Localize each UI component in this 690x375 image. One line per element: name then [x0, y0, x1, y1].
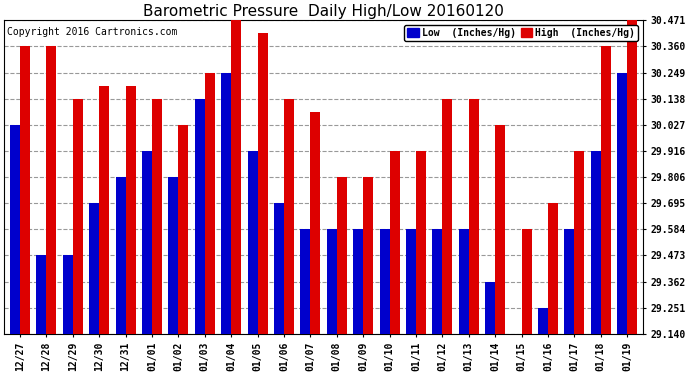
Bar: [63, 255, 73, 334]
Bar: [522, 229, 531, 334]
Bar: [469, 99, 479, 334]
Bar: [73, 99, 83, 334]
Bar: [221, 73, 231, 334]
Bar: [10, 125, 20, 334]
Bar: [89, 203, 99, 334]
Bar: [168, 177, 179, 334]
Bar: [20, 46, 30, 334]
Bar: [363, 177, 373, 334]
Title: Barometric Pressure  Daily High/Low 20160120: Barometric Pressure Daily High/Low 20160…: [143, 4, 504, 19]
Bar: [574, 151, 584, 334]
Bar: [37, 255, 46, 334]
Bar: [406, 229, 416, 334]
Bar: [617, 73, 627, 334]
Bar: [485, 282, 495, 334]
Bar: [327, 229, 337, 334]
Bar: [459, 229, 469, 334]
Bar: [591, 151, 601, 334]
Bar: [337, 177, 347, 334]
Text: Copyright 2016 Cartronics.com: Copyright 2016 Cartronics.com: [8, 27, 178, 37]
Bar: [231, 20, 241, 334]
Bar: [548, 203, 558, 334]
Bar: [300, 229, 310, 334]
Bar: [627, 20, 637, 334]
Bar: [390, 151, 400, 334]
Bar: [442, 99, 453, 334]
Bar: [433, 229, 442, 334]
Bar: [416, 151, 426, 334]
Bar: [564, 229, 574, 334]
Bar: [142, 151, 152, 334]
Bar: [495, 125, 505, 334]
Bar: [248, 151, 257, 334]
Bar: [46, 46, 57, 334]
Bar: [126, 86, 136, 334]
Bar: [195, 99, 205, 334]
Bar: [115, 177, 126, 334]
Bar: [179, 125, 188, 334]
Bar: [601, 46, 611, 334]
Bar: [538, 308, 548, 334]
Bar: [380, 229, 390, 334]
Bar: [257, 33, 268, 334]
Legend: Low  (Inches/Hg), High  (Inches/Hg): Low (Inches/Hg), High (Inches/Hg): [404, 25, 638, 41]
Bar: [274, 203, 284, 334]
Bar: [205, 73, 215, 334]
Bar: [152, 99, 162, 334]
Bar: [99, 86, 109, 334]
Bar: [310, 112, 320, 334]
Bar: [284, 99, 294, 334]
Bar: [353, 229, 363, 334]
